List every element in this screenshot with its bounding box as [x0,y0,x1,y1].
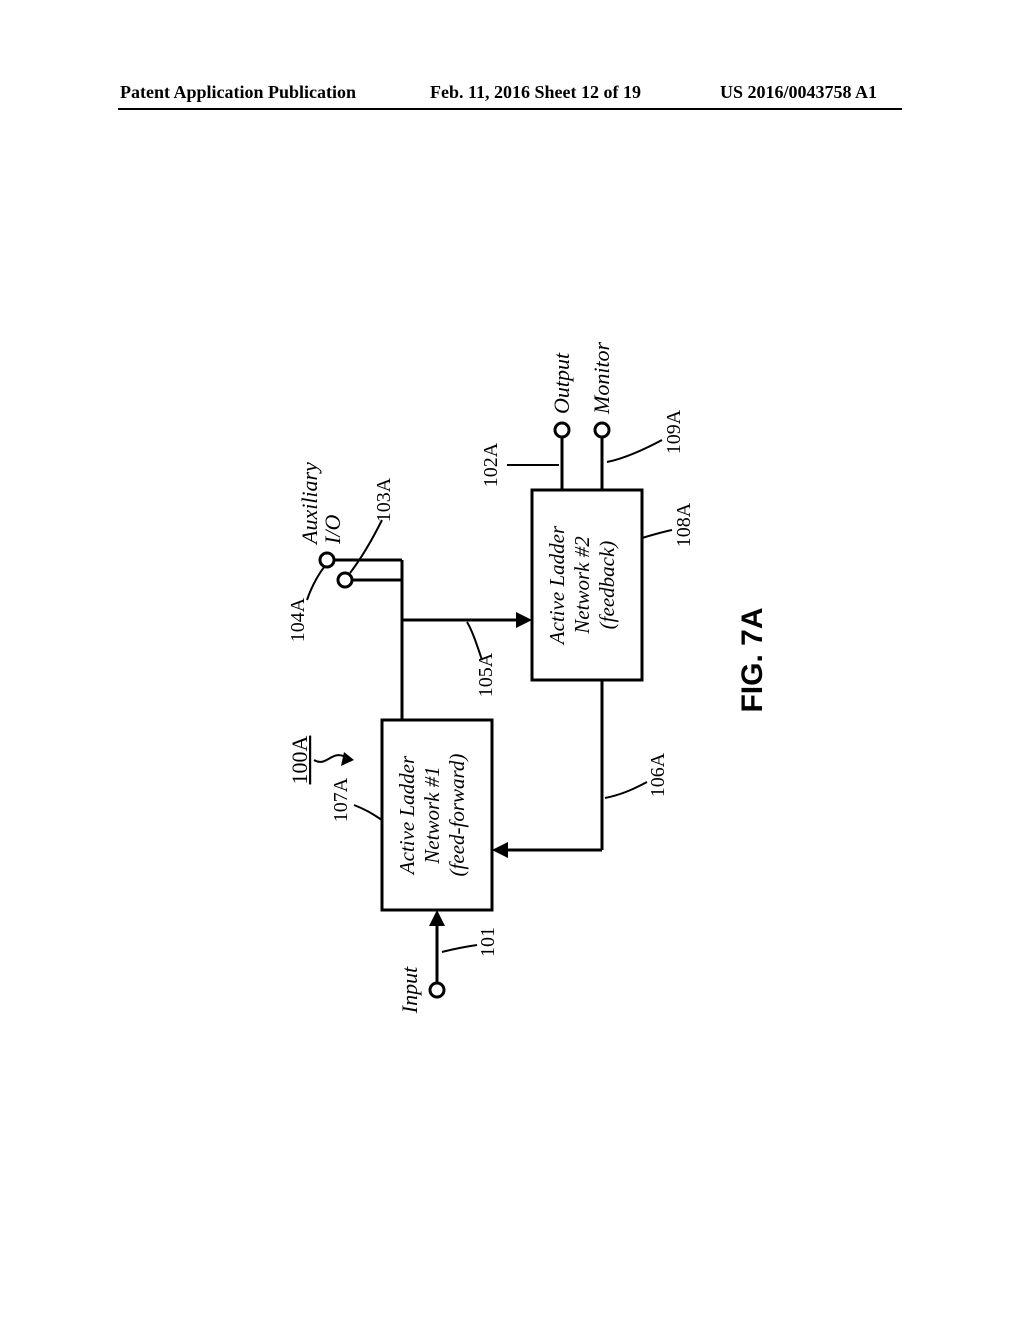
block-fb-line2: Network #2 [570,536,594,635]
diagram: Active Ladder Network #1 (feed-forward) … [232,300,792,1020]
page: Patent Application Publication Feb. 11, … [0,0,1024,1320]
ref-108a: 108A [673,502,695,547]
leader-107a [354,805,382,820]
block-fb-line3: (feedback) [595,541,619,630]
arrow-into-fb [516,612,532,628]
header-center: Feb. 11, 2016 Sheet 12 of 19 [430,82,641,103]
ref-109a: 109A [663,409,685,454]
terminal-input-label: Input [397,966,422,1014]
ref-104a: 104A [287,597,309,642]
terminal-monitor [595,423,609,437]
figure-caption: FIG. 7A [736,607,769,712]
arrow-fb-into-ff [492,842,508,858]
leader-103a [350,520,382,573]
terminal-output-label: Output [549,352,574,414]
terminal-aux [320,553,334,567]
header-right: US 2016/0043758 A1 [720,82,877,103]
block-ff-line3: (feed-forward) [445,754,469,877]
header-rule [118,108,902,110]
leader-109a [607,440,662,462]
terminal-output [555,423,569,437]
arrow-input [429,910,445,926]
ref-106a: 106A [647,752,669,797]
terminal-monitor-label: Monitor [589,341,614,415]
terminal-aux2 [338,573,352,587]
block-ff-line1: Active Ladder [395,755,419,876]
block-fb-line1: Active Ladder [545,525,569,646]
diagram-svg: Active Ladder Network #1 (feed-forward) … [232,300,792,1020]
header-left: Patent Application Publication [120,82,356,103]
leader-106a [605,782,647,798]
ref-102a: 102A [480,442,502,487]
terminal-aux-sub: I/O [320,515,345,545]
ref-assembly-leader [314,755,347,762]
block-ff-line2: Network #1 [420,766,444,864]
ref-assembly-arrow [341,752,354,766]
ref-107a: 107A [330,777,352,822]
ref-101: 101 [477,927,499,957]
ref-assembly: 100A [287,735,312,784]
terminal-aux-label: Auxiliary [297,462,322,546]
terminal-input [430,983,444,997]
ref-103a: 103A [373,477,395,522]
leader-104a [307,566,325,600]
leader-108a [642,530,672,538]
leader-101 [442,945,477,952]
ref-105a: 105A [475,652,497,697]
